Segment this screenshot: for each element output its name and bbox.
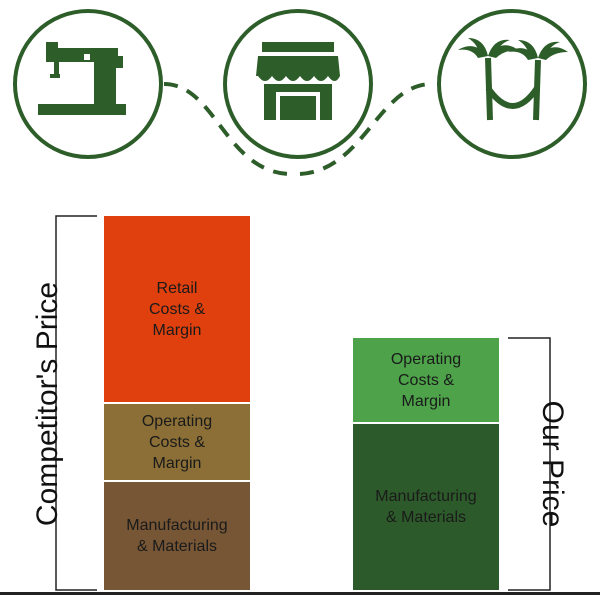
competitor-operating-segment: Operating Costs & Margin <box>104 404 250 480</box>
competitor-retail-segment: Retail Costs & Margin <box>104 216 250 402</box>
palm-trees-hammock-icon <box>458 38 568 121</box>
storefront-icon <box>256 42 340 120</box>
competitor-operating-block <box>104 404 250 480</box>
competitor-retail-label: Retail Costs & Margin <box>148 279 205 339</box>
baseline <box>0 592 600 595</box>
our-price-label: Our Price <box>536 400 569 528</box>
our-price-bracket <box>508 337 551 591</box>
competitor-operating-label: Operating Costs & Margin <box>141 412 213 472</box>
competitor-manufacturing-label: Manufacturing & Materials <box>126 517 228 555</box>
our-operating-segment: Operating Costs & Margin <box>353 338 499 422</box>
our-operating-block <box>353 338 499 422</box>
sewing-machine-icon <box>38 42 126 115</box>
dashed-connector-right <box>299 82 433 176</box>
competitor-retail-block <box>104 216 250 402</box>
competitor-manufacturing-segment: Manufacturing & Materials <box>104 482 250 590</box>
our-manufacturing-segment: Manufacturing & Materials <box>353 424 499 590</box>
competitor-manufacturing-block <box>104 482 250 590</box>
relax-step <box>437 9 587 159</box>
retail-step <box>223 9 373 159</box>
manufacturing-step <box>13 9 163 159</box>
our-operating-label: Operating Costs & Margin <box>390 350 462 410</box>
our-manufacturing-label: Manufacturing & Materials <box>375 488 477 526</box>
our-manufacturing-block <box>353 424 499 590</box>
competitor-bracket <box>55 215 97 591</box>
dashed-connector-left <box>163 82 289 176</box>
competitor-price-label: Competitor's Price <box>31 281 64 527</box>
